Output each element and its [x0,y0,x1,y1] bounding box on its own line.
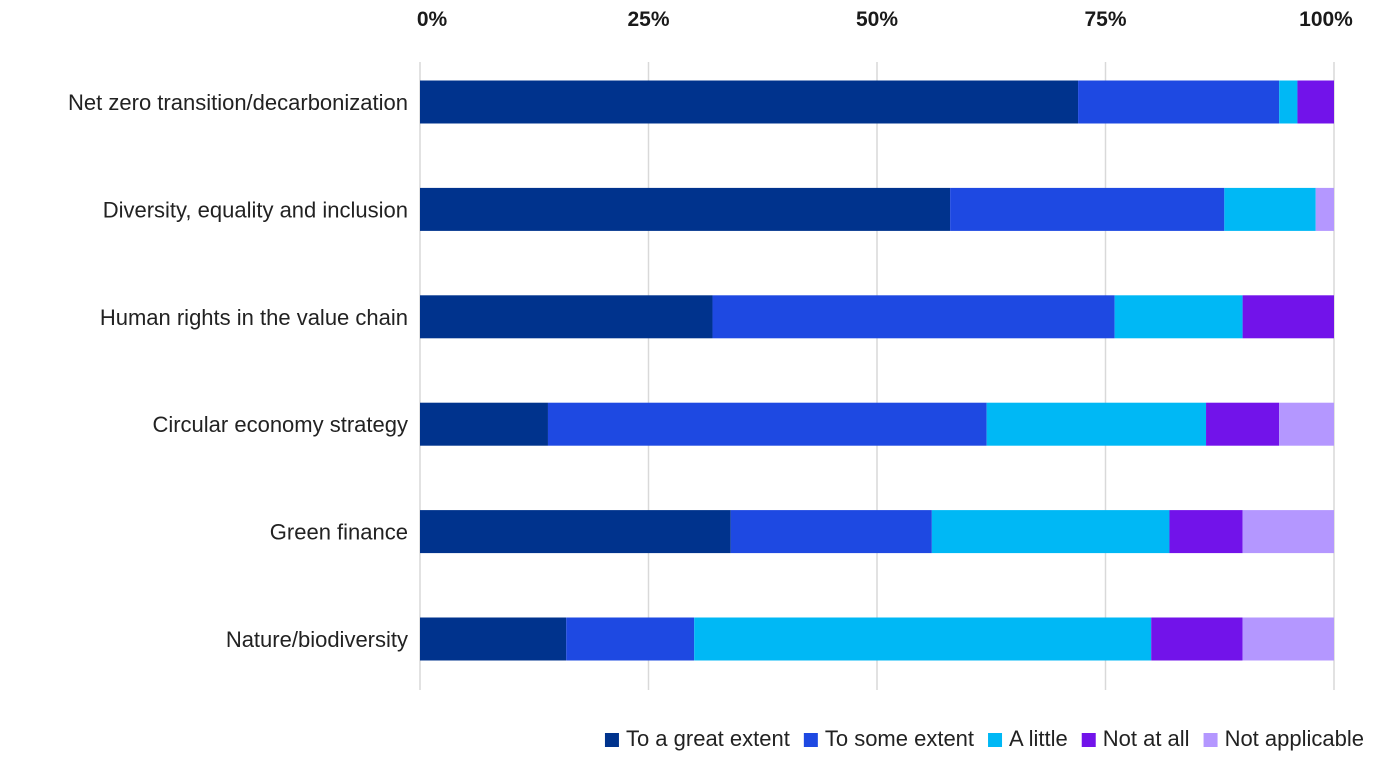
bar-segment [1242,295,1334,339]
bar-segment [420,187,951,231]
legend-label: Not at all [1103,726,1190,751]
legend-label: Not applicable [1225,726,1364,751]
bar-segment [712,295,1115,339]
bar-segment [1315,187,1334,231]
legend-item: To a great extent [604,726,790,751]
bar-segment [566,617,695,661]
x-tick-label: 75% [1084,8,1126,31]
category-label: Nature/biodiversity [226,627,408,652]
bar-segment [1206,402,1280,446]
legend-swatch [604,733,619,747]
legend-swatch [1203,733,1218,747]
legend-swatch [803,733,818,747]
legend-item: Not applicable [1203,726,1364,751]
legend-item: To some extent [803,726,974,751]
category-label: Net zero transition/decarbonization [68,90,408,115]
category-label: Green finance [270,520,408,545]
bar-segment [420,80,1079,124]
bar-segment [547,402,987,446]
x-axis-ticks: 0% 25% 50% 75% 100% [417,8,1353,31]
x-tick-label: 100% [1299,8,1353,31]
bar-segment [1151,617,1243,661]
bar-segment [1279,402,1334,446]
bar-segment [1279,80,1298,124]
bar-segment [694,617,1152,661]
legend: To a great extent To some extent A little N… [604,726,1364,751]
category-label: Diversity, equality and inclusion [103,197,408,222]
gridlines [419,62,1335,690]
bar-segment [950,187,1225,231]
bars [420,80,1334,661]
bar-segment [1297,80,1334,124]
bar-segment [1242,510,1334,554]
legend-label: A little [1009,726,1068,751]
category-label: Human rights in the value chain [100,305,408,330]
legend-swatch [1081,733,1096,747]
legend-swatch [988,733,1003,747]
bar-segment [931,510,1170,554]
bar-segment [1078,80,1280,124]
bar-segment [1242,617,1334,661]
bar-segment [420,510,731,554]
legend-label: To a great extent [626,726,790,751]
legend-label: To some extent [825,726,974,751]
bar-segment [420,617,567,661]
category-label: Circular economy strategy [152,412,408,437]
x-tick-label: 0% [417,8,448,31]
bar-segment [1169,510,1243,554]
x-tick-label: 50% [856,8,898,31]
legend-item: Not at all [1081,726,1190,751]
x-tick-label: 25% [627,8,669,31]
bar-segment [1224,187,1316,231]
category-labels: Net zero transition/decarbonization Diver… [68,90,408,652]
bar-segment [986,402,1207,446]
bar-segment [730,510,932,554]
bar-segment [1114,295,1243,339]
bar-segment [420,402,548,446]
bar-segment [420,295,713,339]
legend-item: A little [988,726,1068,751]
